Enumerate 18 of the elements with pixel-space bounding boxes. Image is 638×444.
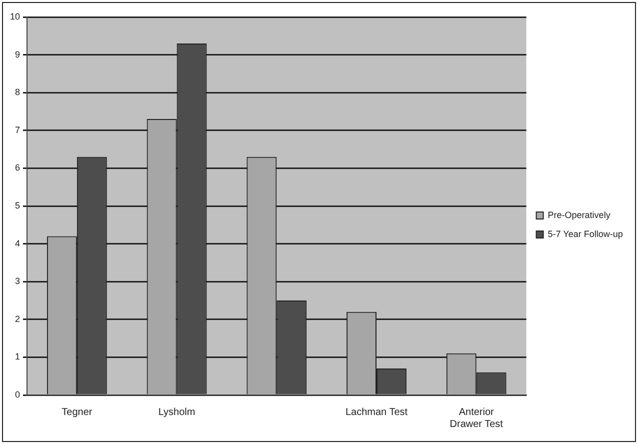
x-tick-label: Tegner: [62, 406, 93, 418]
y-tick-label: 9: [14, 49, 20, 60]
y-tick-label: 3: [14, 276, 20, 286]
y-tick-label: 0: [14, 389, 20, 400]
y-tick-label: 7: [14, 124, 20, 135]
legend-label: 5-7 Year Follow-up: [548, 228, 623, 239]
x-tick-label: Lachman Test: [345, 406, 408, 418]
y-tick-label: 5: [14, 200, 20, 210]
x-tick-label: Lysholm: [158, 406, 196, 418]
y-tick-label: 4: [14, 238, 20, 248]
category-label: Anterior: [458, 406, 494, 418]
category-label: Drawer Test: [450, 418, 503, 430]
y-tick-label: 8: [14, 87, 20, 98]
y-tick-label: 1: [14, 352, 20, 362]
y-tick-label: 2: [14, 314, 20, 324]
legend-label: Pre-Operatively: [548, 210, 611, 220]
y-tick-label: 10: [10, 11, 20, 22]
y-tick-label: 6: [14, 162, 20, 173]
